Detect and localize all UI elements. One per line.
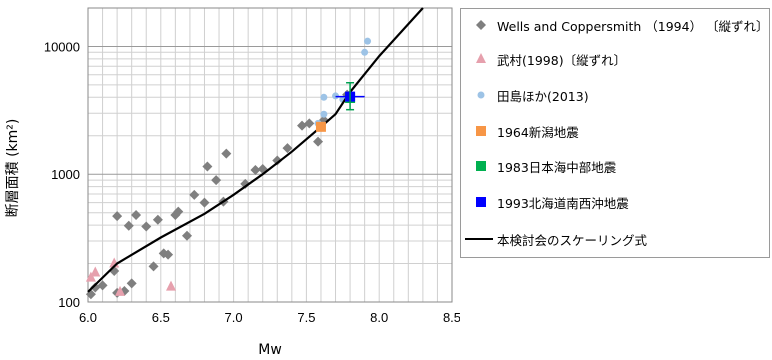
plot-area (88, 8, 452, 302)
legend-label: 1993北海道南西沖地震 (497, 195, 629, 211)
data-point (250, 164, 261, 175)
legend-item: 1993北海道南西沖地震 (461, 192, 629, 212)
grid (87, 7, 453, 303)
data-point (90, 266, 101, 277)
x-tick-label: 7.5 (297, 310, 315, 325)
legend-item: Wells and Coppersmith （1994） 〔縦ずれ〕 (461, 15, 769, 35)
data-point (211, 175, 222, 186)
data-point (304, 118, 315, 129)
x-tick-label: 8.0 (370, 310, 388, 325)
legend-label: 武村(1998)〔縦ずれ〕 (497, 52, 627, 68)
legend-label: 田島ほか(2013) (497, 88, 589, 104)
legend-item: 1964新潟地震 (461, 121, 579, 141)
data-point (131, 209, 142, 220)
legend-symbol (461, 121, 495, 141)
data-point (182, 230, 193, 241)
data-point (297, 120, 308, 131)
series-1 (85, 257, 176, 296)
legend-symbol (461, 15, 495, 35)
data-point (320, 110, 328, 118)
chart: 6.0 6.5 7.0 7.5 8.0 8.5 100 1000 10000 Mw 断層面積 (… (5, 7, 460, 358)
series-3 (315, 121, 326, 132)
data-point (476, 161, 486, 171)
data-point (85, 271, 96, 282)
data-point (315, 121, 326, 132)
legend-symbol (461, 156, 495, 176)
data-point (282, 143, 293, 154)
legend-symbol (461, 192, 495, 212)
data-point (90, 282, 101, 293)
data-point (272, 155, 283, 166)
data-point (163, 249, 174, 260)
data-point (202, 161, 213, 172)
data-point (221, 148, 232, 159)
legend-item: 1983日本海中部地震 (461, 156, 616, 176)
data-point (115, 285, 126, 296)
legend-label: 1983日本海中部地震 (497, 159, 617, 175)
legend-item: 田島ほか(2013) (461, 85, 589, 105)
y-tick-label: 100 (58, 295, 80, 310)
data-point (189, 189, 200, 200)
x-tick-label: 8.5 (443, 310, 460, 325)
x-tick-label: 6.0 (79, 310, 97, 325)
y-axis-label: 断層面積 (km²) (5, 119, 21, 218)
legend-symbol (461, 229, 495, 249)
data-point (361, 48, 369, 56)
data-point (240, 178, 251, 189)
data-point (126, 278, 137, 289)
plot-background (88, 8, 452, 302)
legend: Wells and Coppersmith （1994） 〔縦ずれ〕 武村(199… (460, 8, 770, 258)
legend-label: 本検討会のスケーリング式 (497, 232, 648, 248)
legend-item: 武村(1998)〔縦ずれ〕 (461, 49, 626, 69)
data-point (364, 37, 372, 45)
x-tick-label: 6.5 (152, 310, 170, 325)
scaling-line (87, 7, 424, 293)
series-5 (335, 81, 365, 111)
data-point (173, 206, 184, 217)
data-point (476, 126, 486, 136)
x-axis-label: Mw (258, 342, 282, 358)
ticks: 6.0 6.5 7.0 7.5 8.0 8.5 100 1000 10000 (44, 39, 460, 325)
plot-frame (87, 7, 453, 303)
x-tick-label: 7.0 (225, 310, 243, 325)
y-tick-label: 10000 (44, 39, 80, 54)
data-point (152, 214, 163, 225)
data-point (112, 211, 123, 222)
y-tick-label: 1000 (51, 167, 80, 182)
series-6 (87, 7, 424, 293)
data-point (148, 261, 159, 272)
data-point (476, 20, 486, 30)
legend-label: 1964新潟地震 (497, 124, 579, 140)
data-point (97, 280, 108, 291)
data-point (313, 136, 324, 147)
series-layer (85, 7, 424, 300)
data-point (199, 197, 210, 208)
data-point (476, 197, 486, 207)
data-point (123, 220, 134, 231)
legend-item: 本検討会のスケーリング式 (461, 229, 647, 249)
data-point (165, 280, 176, 291)
legend-symbol (461, 85, 495, 105)
data-point (476, 53, 486, 63)
data-point (477, 91, 485, 99)
data-point (320, 93, 328, 101)
legend-symbol (461, 49, 495, 69)
data-point (141, 221, 152, 232)
legend-label: Wells and Coppersmith （1994） 〔縦ずれ〕 (497, 18, 769, 34)
